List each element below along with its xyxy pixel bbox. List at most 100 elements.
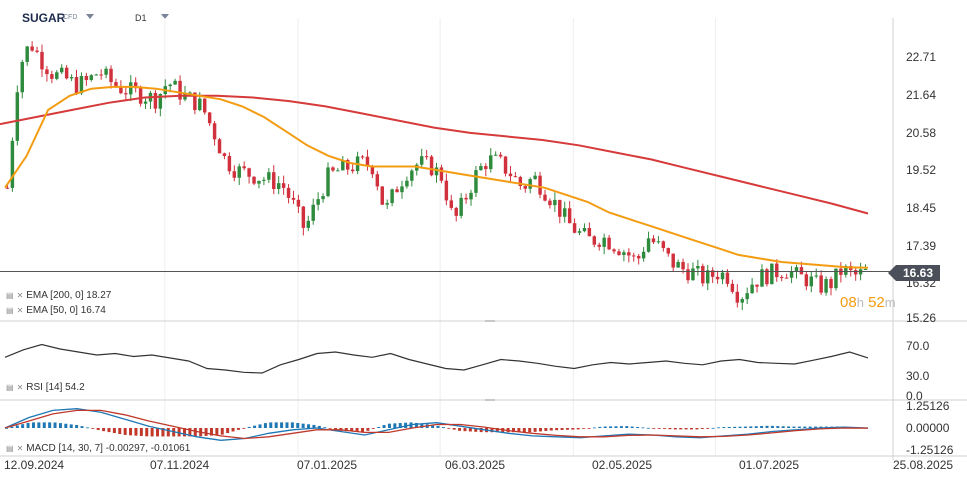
candle-body (138, 88, 143, 104)
ema200-line (0, 94, 869, 215)
candle-body (824, 279, 828, 293)
date-axis-label: 02.05.2025 (592, 458, 652, 472)
date-axis: 12.09.2024 07.11.2024 07.01.2025 06.03.2025… (4, 458, 953, 472)
symbol-dropdown-chevron-icon[interactable] (86, 14, 94, 19)
candle-body (316, 199, 320, 205)
close-icon[interactable]: ✕ (16, 306, 24, 315)
panel-borders (0, 18, 967, 460)
macd-histogram-bar (797, 426, 801, 428)
price-axis-label: 19.52 (906, 163, 936, 177)
macd-histogram-bar (129, 428, 133, 436)
candle-body (548, 200, 552, 206)
macd-histogram-bar (711, 427, 715, 429)
macd-histogram-bar (538, 428, 542, 432)
last-price-tag: 16.63 (888, 265, 940, 281)
candle-body (45, 69, 49, 75)
interval-dropdown-chevron-icon[interactable] (161, 14, 169, 19)
candle-body (25, 46, 29, 62)
price-axis-label: 22.71 (906, 50, 936, 64)
candle-body (104, 68, 108, 75)
macd-histogram-bar (560, 428, 564, 430)
macd-histogram-bar (749, 426, 753, 428)
candle-body (622, 252, 626, 256)
candle-body (306, 220, 311, 228)
macd-histogram-bar (781, 426, 785, 428)
macd-histogram-bar (296, 423, 300, 428)
candle-body (533, 175, 537, 180)
rsi-axis: 70.0 30.0 0.0 (906, 339, 930, 403)
candle-body (237, 166, 241, 178)
macd-histogram-bar (280, 422, 284, 428)
settings-icon[interactable]: ▤ (6, 291, 14, 300)
candle-body (331, 167, 335, 171)
macd-histogram-bar (193, 428, 197, 437)
macd-histogram-bar (803, 426, 807, 428)
settings-icon[interactable]: ▤ (6, 306, 14, 315)
candle-body (799, 267, 804, 275)
interval-selector[interactable]: D1 (135, 13, 147, 23)
macd-axis-label: -1.25126 (906, 443, 954, 457)
macd-histogram-bar (393, 423, 397, 428)
candle-body (582, 228, 587, 232)
macd-legend-label: MACD [14, 30, 7] -0.00297, -0.01061 (26, 443, 191, 454)
macd-histogram-bar (263, 423, 267, 428)
candle-body (562, 208, 567, 217)
macd-histogram-bar (112, 428, 116, 434)
macd-histogram-bar (118, 428, 122, 434)
macd-histogram-bar (377, 426, 381, 428)
close-icon[interactable]: ✕ (16, 444, 24, 453)
macd-histogram-bar (290, 422, 294, 428)
macd-histogram-bar (468, 428, 472, 432)
candle-body (439, 167, 444, 181)
macd-histogram-bar (53, 422, 57, 428)
macd-histogram-bar (226, 428, 230, 434)
candle-body (513, 176, 518, 178)
candle-body (109, 68, 113, 83)
panel-resize-handle[interactable] (485, 399, 495, 401)
macd-histogram-bar (436, 425, 440, 428)
candle-body (385, 203, 389, 205)
panel-resize-handle[interactable] (485, 320, 495, 322)
macd-histogram-bar (733, 426, 737, 428)
macd-histogram-bar (474, 428, 478, 432)
close-icon[interactable]: ✕ (16, 291, 24, 300)
candle-body (617, 251, 621, 256)
candle-body (715, 276, 720, 280)
macd-histogram-bar (15, 425, 19, 428)
candle-body (775, 263, 779, 278)
price-axis-label: 18.45 (906, 201, 936, 215)
price-axis-label: 21.64 (906, 88, 936, 102)
candle-body (311, 204, 315, 221)
rsi-axis-label: 30.0 (906, 369, 930, 383)
rsi-axis-label: 0.0 (906, 389, 923, 403)
candle-body (543, 194, 547, 201)
candle-body (346, 159, 350, 170)
macd-histogram-bar (301, 423, 305, 428)
candle-body (178, 80, 182, 100)
macd-histogram-bar (609, 426, 613, 428)
candle-body (5, 187, 10, 189)
macd-signal-line (4, 409, 869, 440)
macd-histogram-bar (134, 428, 138, 436)
candle-body (10, 140, 15, 188)
close-icon[interactable]: ✕ (16, 383, 24, 392)
instrument-symbol[interactable]: SUGAR (22, 11, 66, 25)
candle-body (188, 92, 192, 94)
candle-body (592, 236, 597, 245)
settings-icon[interactable]: ▤ (6, 444, 14, 453)
candle-body (434, 167, 439, 176)
candle-body (474, 170, 478, 193)
candle-body (686, 269, 690, 281)
macd-histogram-bar (5, 428, 8, 429)
macd-histogram-bar (760, 426, 764, 428)
candle-body (429, 156, 434, 176)
macd-histogram-bar (787, 426, 791, 428)
candle-body (272, 172, 276, 190)
ema50-legend: ▤ ✕ EMA [50, 0] 16.74 (6, 305, 106, 316)
settings-icon[interactable]: ▤ (6, 383, 14, 392)
candle-body (375, 174, 380, 187)
instrument-type-badge: CFD (63, 14, 78, 21)
macd-histogram-bar (754, 426, 758, 428)
macd-histogram-bar (814, 426, 818, 428)
